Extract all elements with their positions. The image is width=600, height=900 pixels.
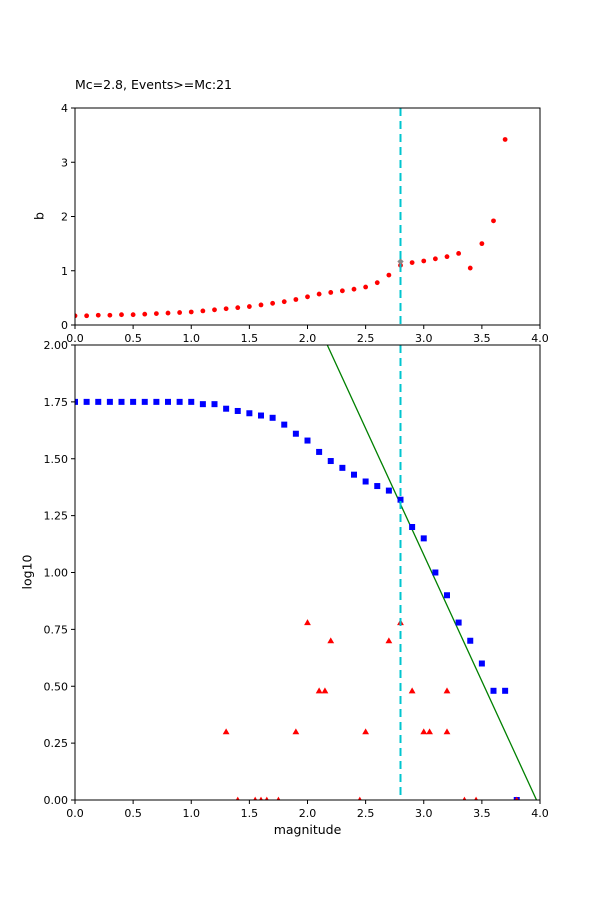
x-tick-label: 0.0 (66, 332, 84, 345)
x-tick-label: 1.0 (183, 332, 201, 345)
x-tick-label: 2.0 (299, 807, 317, 820)
y-tick-label: 1 (61, 265, 68, 278)
gutenberg-richter-fit (326, 345, 538, 800)
y-tick-label: 1.50 (44, 453, 69, 466)
y-tick-label: 0.50 (44, 680, 69, 693)
frequency-magnitude-distribution: 0.0 0.5 1.0 1.5 2.0 2.5 3.0 3.5 4.00.000.250.500… (44, 339, 549, 820)
x-tick-label: 3.5 (473, 332, 491, 345)
chart-title: Mc=2.8, Events>=Mc:21 (75, 77, 233, 92)
x-tick-label: 2.0 (299, 332, 317, 345)
y-tick-label: 0.25 (44, 737, 69, 750)
y-tick-label: 1.00 (44, 567, 69, 580)
x-tick-label: 1.0 (183, 807, 201, 820)
y-tick-label: 1.75 (44, 396, 69, 409)
y-tick-label: 2 (61, 211, 68, 224)
x-tick-labels: 0.0 0.5 1.0 1.5 2.0 2.5 3.0 3.5 4.0 (66, 325, 549, 345)
y-tick-label: 0 (61, 319, 68, 332)
y-tick-label: 0.00 (44, 794, 69, 807)
bottom-chart-xlabel: magnitude (273, 822, 342, 837)
x-tick-label: 0.5 (124, 332, 142, 345)
y-tick-labels: 0 1 2 3 4 (61, 102, 75, 332)
y-tick-label: 1.25 (44, 510, 69, 523)
x-tick-label: 3.0 (415, 807, 433, 820)
x-tick-label: 4.0 (531, 332, 549, 345)
b-vs-cutoff-magnitude (75, 137, 508, 319)
x-tick-label: 2.5 (357, 807, 375, 820)
y-tick-label: 4 (61, 102, 68, 115)
y-tick-label: 2.00 (44, 339, 69, 352)
cumulative-event-count-log10 (75, 398, 520, 800)
x-tick-label: 2.5 (357, 332, 375, 345)
binned-event-count-log10 (222, 619, 519, 800)
x-tick-label: 1.5 (241, 332, 259, 345)
x-tick-label: 3.5 (473, 807, 491, 820)
b-value-stability-plot: 0.0 0.5 1.0 1.5 2.0 2.5 3.0 3.5 4.0 0 1 2 3 4 (61, 102, 549, 345)
x-tick-label: 0.5 (124, 807, 142, 820)
y-tick-label: 0.75 (44, 623, 69, 636)
x-tick-label: 4.0 (531, 807, 549, 820)
x-tick-label: 3.0 (415, 332, 433, 345)
y-tick-labels: 0.00 0.25 0.50 0.75 1.00 1.25 1.50 1.75 2.00 (44, 339, 75, 807)
x-tick-labels: 0.0 0.5 1.0 1.5 2.0 2.5 3.0 3.5 4.0 (66, 800, 549, 820)
y-tick-label: 3 (61, 156, 68, 169)
b-value-stability-plot-frame (74, 107, 541, 326)
x-tick-label: 1.5 (241, 807, 259, 820)
x-tick-label: 0.0 (66, 807, 84, 820)
frequency-magnitude-distribution-frame (74, 344, 541, 801)
